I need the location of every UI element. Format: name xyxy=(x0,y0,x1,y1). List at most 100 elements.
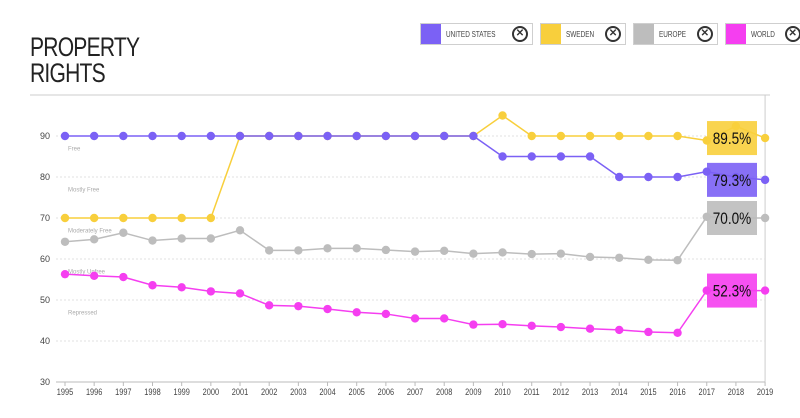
x-tick-label: 2004 xyxy=(319,387,336,397)
data-point-united-states xyxy=(556,152,566,161)
callout-label-europe: 70.0% xyxy=(713,210,752,229)
data-point-europe xyxy=(673,256,682,265)
data-point-europe xyxy=(440,246,449,255)
data-point-world xyxy=(60,269,70,279)
x-tick-label: 2017 xyxy=(699,387,716,397)
y-tick-label: 90 xyxy=(40,131,50,141)
x-tick-label: 2009 xyxy=(465,387,482,397)
data-point-europe xyxy=(264,246,274,255)
data-point-europe xyxy=(119,228,128,237)
y-tick-label: 30 xyxy=(40,377,50,387)
data-point-sweden xyxy=(206,213,216,223)
x-tick-label: 2015 xyxy=(640,387,657,397)
data-point-europe xyxy=(615,253,624,262)
x-tick-label: 1997 xyxy=(115,387,132,397)
chart-title: PROPERTY RIGHTS xyxy=(30,32,140,87)
callout-box-world xyxy=(707,273,757,308)
data-point-united-states xyxy=(381,131,391,141)
y-tick-label: 70 xyxy=(40,213,50,223)
data-point-united-states xyxy=(294,131,303,141)
data-point-europe xyxy=(381,245,391,255)
x-tick-label: 2016 xyxy=(669,387,686,397)
data-point-world xyxy=(294,301,303,311)
y-tick-label: 50 xyxy=(40,295,50,305)
data-point-europe xyxy=(498,248,507,257)
data-point-world xyxy=(410,314,420,323)
data-point-united-states xyxy=(410,131,420,141)
y-tick-label: 40 xyxy=(40,336,50,346)
x-tick-label: 2010 xyxy=(494,387,511,397)
data-point-world xyxy=(760,286,770,295)
x-tick-label: 1999 xyxy=(173,387,190,397)
legend-item-europe[interactable]: EUROPE ✕ xyxy=(633,23,718,45)
data-point-world xyxy=(556,322,566,332)
data-point-europe xyxy=(410,247,420,256)
data-point-europe xyxy=(527,249,536,259)
data-point-united-states xyxy=(148,131,157,141)
data-point-united-states xyxy=(323,131,332,141)
series-line-united-states xyxy=(65,135,766,181)
data-point-united-states xyxy=(527,152,536,161)
callout-box-europe xyxy=(707,201,757,235)
data-point-world xyxy=(440,314,449,323)
data-point-world xyxy=(264,301,274,310)
data-point-world xyxy=(469,320,478,329)
x-tick-label: 2007 xyxy=(407,387,424,397)
data-point-world xyxy=(235,289,245,298)
data-point-europe xyxy=(206,234,216,243)
data-point-world xyxy=(498,319,507,329)
data-point-united-states xyxy=(469,131,478,141)
y-tick-label: 80 xyxy=(40,172,50,182)
x-tick-label: 2001 xyxy=(232,387,249,397)
close-circle-icon[interactable]: ✕ xyxy=(784,26,800,42)
data-point-sweden xyxy=(148,213,157,223)
x-tick-label: 2014 xyxy=(611,387,628,397)
data-point-world xyxy=(644,327,653,337)
close-circle-icon[interactable]: ✕ xyxy=(511,26,528,42)
legend-item-world[interactable]: WORLD ✕ xyxy=(724,23,800,45)
data-point-world xyxy=(177,283,186,292)
callout-label-world: 52.3% xyxy=(713,282,752,301)
chart-title-line-1: PROPERTY xyxy=(30,32,140,62)
data-point-europe xyxy=(352,244,361,253)
data-point-sweden xyxy=(60,213,70,223)
data-point-united-states xyxy=(440,131,449,141)
data-point-united-states xyxy=(498,152,507,161)
data-point-united-states xyxy=(89,131,99,141)
data-point-united-states xyxy=(615,172,624,182)
close-circle-icon[interactable]: ✕ xyxy=(605,26,622,42)
data-point-united-states xyxy=(760,175,770,185)
data-point-sweden xyxy=(89,213,99,223)
band-label: Mostly Free xyxy=(68,187,100,193)
legend-item-united-states[interactable]: UNITED STATES ✕ xyxy=(420,23,533,45)
data-point-europe xyxy=(585,252,595,262)
legend-label-europe: EUROPE xyxy=(659,29,687,39)
x-tick-label: 1995 xyxy=(57,387,74,397)
legend-item-sweden[interactable]: SWEDEN ✕ xyxy=(539,23,627,45)
legend-swatch-europe xyxy=(634,24,655,44)
x-tick-label: 2012 xyxy=(553,387,570,397)
legend-label-sweden: SWEDEN xyxy=(565,29,595,39)
callout-box-sweden xyxy=(707,121,757,156)
data-point-europe xyxy=(556,249,566,258)
data-point-europe xyxy=(323,244,332,253)
data-point-united-states xyxy=(352,131,361,141)
x-tick-label: 2002 xyxy=(261,387,278,397)
data-point-sweden xyxy=(177,213,186,223)
x-tick-label: 2003 xyxy=(290,387,307,397)
data-point-united-states xyxy=(644,172,653,182)
x-tick-label: 1996 xyxy=(86,387,103,397)
data-point-europe xyxy=(760,213,770,223)
legend-swatch-united-states xyxy=(421,24,441,44)
data-point-sweden xyxy=(585,131,595,141)
data-point-europe xyxy=(294,246,303,255)
x-tick-label: 2008 xyxy=(436,387,453,397)
close-circle-icon[interactable]: ✕ xyxy=(696,26,713,42)
legend-swatch-sweden xyxy=(540,24,561,44)
band-label: Mostly Unfree xyxy=(68,269,106,275)
x-tick-label: 2013 xyxy=(582,387,599,397)
x-tick-label: 2019 xyxy=(757,387,774,397)
data-point-world xyxy=(585,324,595,333)
data-point-sweden xyxy=(119,213,128,223)
